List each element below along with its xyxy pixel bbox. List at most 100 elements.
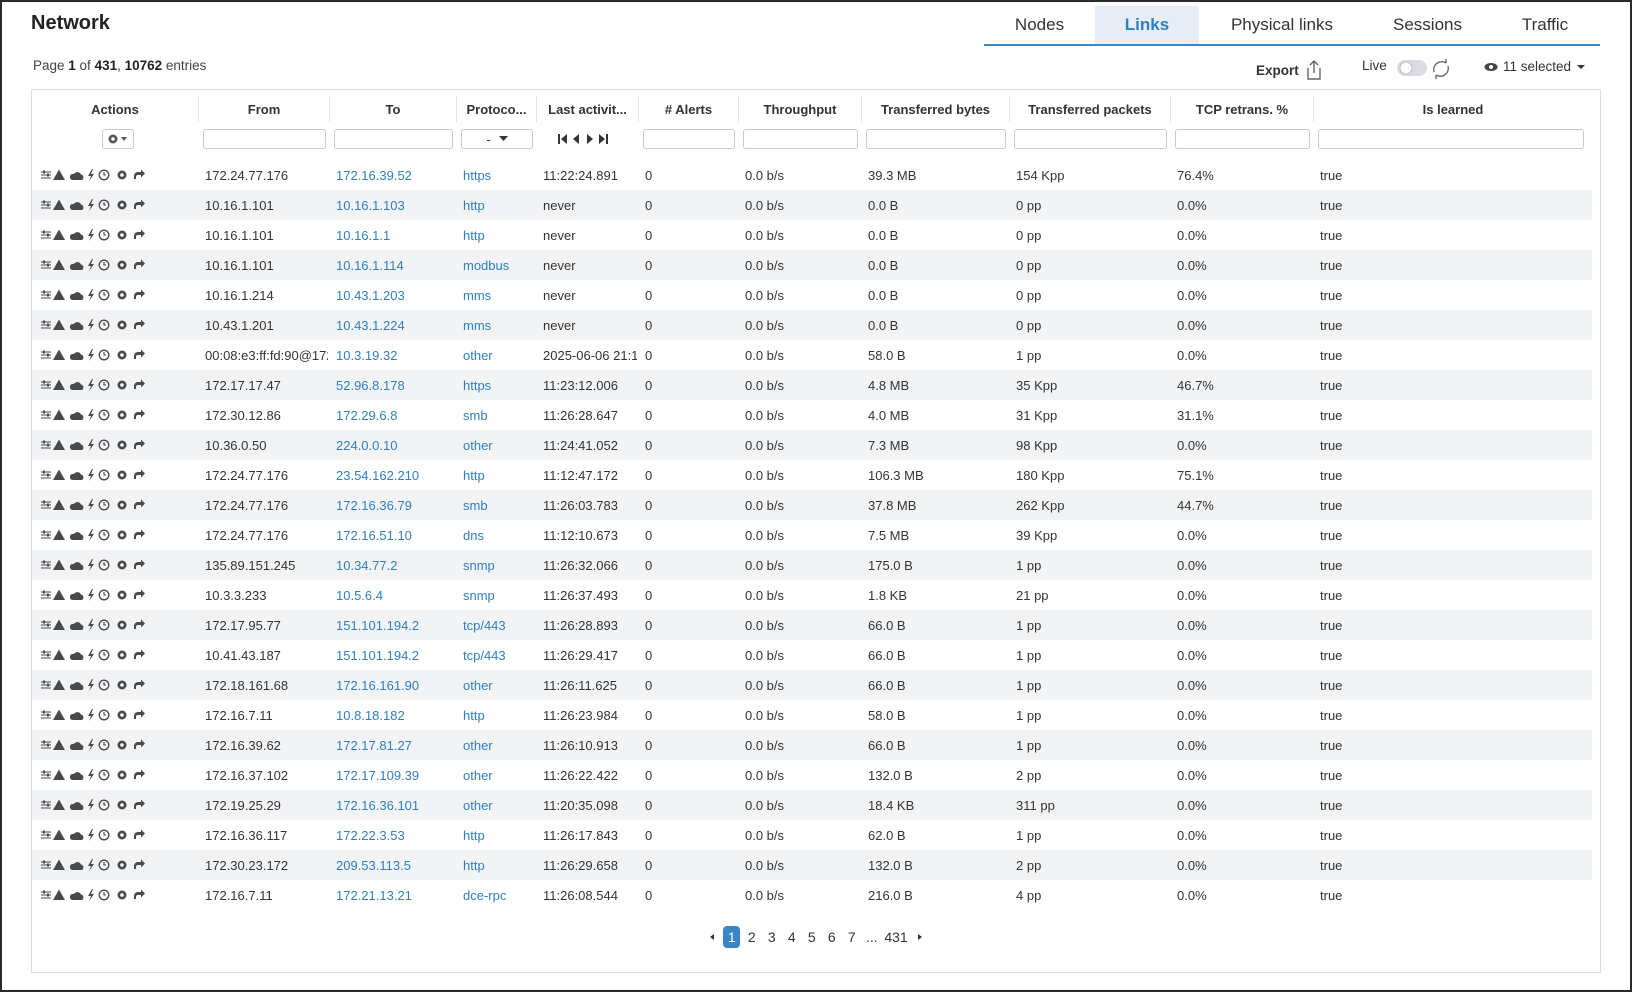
link-cell[interactable]: http xyxy=(463,827,485,843)
page-link[interactable]: ... xyxy=(865,929,878,945)
page-link[interactable]: 4 xyxy=(787,929,796,945)
row-actions[interactable] xyxy=(40,738,180,752)
row-actions[interactable] xyxy=(40,318,180,332)
link-cell[interactable]: 10.43.1.224 xyxy=(336,317,405,333)
protocol-filter[interactable]: - xyxy=(461,129,533,149)
column-header[interactable]: To xyxy=(330,96,457,122)
actions-filter-button[interactable] xyxy=(102,129,134,149)
row-actions[interactable] xyxy=(40,258,180,272)
link-cell[interactable]: 52.96.8.178 xyxy=(336,377,405,393)
link-cell[interactable]: 10.34.77.2 xyxy=(336,557,398,573)
link-cell[interactable]: http xyxy=(463,707,485,723)
link-cell[interactable]: snmp xyxy=(463,587,495,603)
link-cell[interactable]: 224.0.0.10 xyxy=(336,437,398,453)
link-cell[interactable]: 172.17.81.27 xyxy=(336,737,412,753)
column-filter[interactable] xyxy=(643,129,735,149)
link-cell[interactable]: 23.54.162.210 xyxy=(336,467,420,483)
link-cell[interactable]: 172.16.51.10 xyxy=(336,527,412,543)
row-actions[interactable] xyxy=(40,378,180,392)
link-cell[interactable]: 172.16.36.79 xyxy=(336,497,412,513)
row-actions[interactable] xyxy=(40,198,180,212)
column-header[interactable]: # Alerts xyxy=(639,96,739,122)
link-cell[interactable]: 10.16.1.1 xyxy=(336,227,391,243)
page-link[interactable]: 7 xyxy=(847,929,856,945)
column-header[interactable]: Transferred packets xyxy=(1010,96,1171,122)
page-arrow[interactable] xyxy=(912,926,929,948)
row-actions[interactable] xyxy=(40,438,180,452)
link-cell[interactable]: 172.17.109.39 xyxy=(336,767,420,783)
link-cell[interactable]: other xyxy=(463,737,493,753)
row-actions[interactable] xyxy=(40,678,180,692)
page-link[interactable]: 5 xyxy=(807,929,816,945)
tab[interactable]: Physical links xyxy=(1230,15,1334,34)
link-cell[interactable]: 10.16.1.103 xyxy=(336,197,405,213)
row-actions[interactable] xyxy=(40,228,180,242)
link-cell[interactable]: tcp/443 xyxy=(463,617,506,633)
row-actions[interactable] xyxy=(40,888,180,902)
link-cell[interactable]: smb xyxy=(463,497,488,513)
link-cell[interactable]: 172.29.6.8 xyxy=(336,407,398,423)
row-actions[interactable] xyxy=(40,828,180,842)
link-cell[interactable]: other xyxy=(463,677,493,693)
link-cell[interactable]: 10.3.19.32 xyxy=(336,347,398,363)
link-cell[interactable]: 10.16.1.114 xyxy=(336,257,404,273)
column-header[interactable]: Throughput xyxy=(739,96,862,122)
link-cell[interactable]: 172.16.39.52 xyxy=(336,167,412,183)
link-cell[interactable]: dce-rpc xyxy=(463,887,507,903)
column-filter[interactable] xyxy=(866,129,1006,149)
page-link[interactable]: 6 xyxy=(827,929,836,945)
row-actions[interactable] xyxy=(40,528,180,542)
tab[interactable]: Nodes xyxy=(1014,15,1065,34)
link-cell[interactable]: 209.53.113.5 xyxy=(336,857,411,873)
link-cell[interactable]: tcp/443 xyxy=(463,647,506,663)
row-actions[interactable] xyxy=(40,558,180,572)
column-filter[interactable] xyxy=(334,129,453,149)
column-header[interactable]: TCP retrans. % xyxy=(1171,96,1314,122)
page-link[interactable]: 431 xyxy=(884,929,908,945)
link-cell[interactable]: other xyxy=(463,437,493,453)
row-actions[interactable] xyxy=(40,768,180,782)
export-button[interactable]: Export xyxy=(1256,59,1323,81)
link-cell[interactable]: http xyxy=(463,467,485,483)
row-actions[interactable] xyxy=(40,648,180,662)
link-cell[interactable]: smb xyxy=(463,407,488,423)
link-cell[interactable]: mms xyxy=(463,287,492,303)
column-filter[interactable] xyxy=(1318,129,1584,149)
row-actions[interactable] xyxy=(40,858,180,872)
row-actions[interactable] xyxy=(40,618,180,632)
link-cell[interactable]: 10.5.6.4 xyxy=(336,587,383,603)
row-actions[interactable] xyxy=(40,348,180,362)
row-actions[interactable] xyxy=(40,498,180,512)
link-cell[interactable]: other xyxy=(463,347,493,363)
columns-dropdown[interactable]: 11 selected xyxy=(1484,59,1586,74)
column-filter[interactable] xyxy=(1175,129,1310,149)
column-filter[interactable] xyxy=(203,129,326,149)
link-cell[interactable]: 10.43.1.203 xyxy=(336,287,405,303)
column-header[interactable]: Last activit... xyxy=(537,96,639,122)
link-cell[interactable]: other xyxy=(463,797,493,813)
row-actions[interactable] xyxy=(40,588,180,602)
tab[interactable]: Sessions xyxy=(1393,15,1462,34)
link-cell[interactable]: 151.101.194.2 xyxy=(336,617,420,633)
column-header[interactable]: Transferred bytes xyxy=(862,96,1010,122)
row-actions[interactable] xyxy=(40,708,180,722)
time-nav[interactable] xyxy=(557,132,613,151)
link-cell[interactable]: other xyxy=(463,767,493,783)
live-toggle[interactable] xyxy=(1396,58,1452,80)
link-cell[interactable]: mms xyxy=(463,317,492,333)
link-cell[interactable]: 172.21.13.21 xyxy=(336,887,412,903)
page-link[interactable]: 2 xyxy=(747,929,756,945)
tab[interactable]: Links xyxy=(1095,6,1199,44)
column-filter[interactable] xyxy=(1014,129,1167,149)
link-cell[interactable]: 10.8.18.182 xyxy=(336,707,405,723)
row-actions[interactable] xyxy=(40,288,180,302)
page-link[interactable]: 1 xyxy=(723,926,741,948)
row-actions[interactable] xyxy=(40,408,180,422)
link-cell[interactable]: 172.16.36.101 xyxy=(336,797,420,813)
tab[interactable]: Traffic xyxy=(1521,15,1569,34)
link-cell[interactable]: modbus xyxy=(463,257,510,273)
page-arrow[interactable] xyxy=(703,926,720,948)
column-header[interactable]: Is learned xyxy=(1422,101,1484,117)
page-link[interactable]: 3 xyxy=(767,929,776,945)
link-cell[interactable]: https xyxy=(463,167,492,183)
